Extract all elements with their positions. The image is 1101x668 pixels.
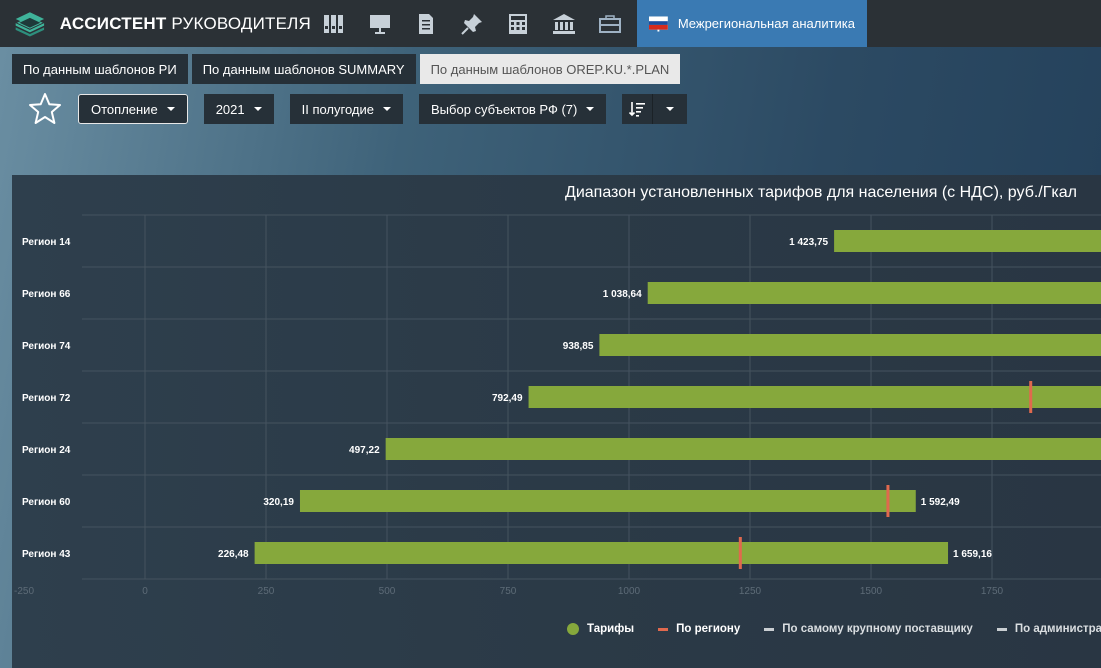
- app-logo[interactable]: АССИСТЕНТ РУКОВОДИТЕЛЯ: [0, 0, 311, 47]
- period-dropdown[interactable]: II полугодие: [289, 94, 403, 124]
- nav-binders[interactable]: [311, 0, 357, 47]
- category-label: Регион 74: [22, 341, 71, 352]
- x-tick-label: -250: [14, 586, 34, 597]
- region-marker: [738, 537, 742, 569]
- legend-dot-icon: [567, 623, 579, 635]
- x-tick-label: 750: [500, 586, 517, 597]
- period-dropdown-value: II полугодие: [301, 101, 374, 117]
- caret-down-icon: [586, 107, 595, 111]
- nav-calculator[interactable]: [495, 0, 541, 47]
- tab-summary[interactable]: По данным шаблонов SUMMARY: [191, 54, 416, 84]
- sort-button[interactable]: [622, 94, 654, 124]
- presentation-icon: [370, 14, 390, 34]
- x-tick-label: 1750: [981, 586, 1004, 597]
- max-value-label: 1 592,49: [921, 497, 960, 508]
- favorite-star-icon[interactable]: [28, 92, 62, 126]
- tab-ri[interactable]: По данным шаблонов РИ: [12, 54, 188, 84]
- min-value-label: 792,49: [492, 393, 523, 404]
- filter-bar: Отопление 2021 II полугодие Выбор субъек…: [28, 92, 688, 126]
- legend-line-icon: [658, 627, 669, 631]
- caret-down-icon: [666, 107, 675, 111]
- category-label: Регион 43: [22, 549, 71, 560]
- sort-split-button[interactable]: [622, 94, 688, 124]
- sort-descending-icon: [629, 102, 646, 117]
- tariff-range-bar: [299, 490, 916, 512]
- template-tabs: По данным шаблонов РИ По данным шаблонов…: [12, 54, 681, 84]
- tariff-range-bar: [254, 542, 949, 564]
- region-marker: [886, 485, 890, 517]
- category-label: Регион 60: [22, 497, 71, 508]
- legend-item[interactable]: Тарифы: [567, 623, 634, 635]
- active-section-label: Межрегиональная аналитика: [677, 16, 855, 31]
- pin-icon: [461, 13, 482, 35]
- caret-down-icon: [253, 107, 262, 111]
- nav-documents[interactable]: [403, 0, 449, 47]
- chart-panel: -250 0 250 500 750 1000 1250 1500 1750 Регион 14 1…: [12, 175, 1101, 668]
- subjects-dropdown[interactable]: Выбор субъектов РФ (7): [419, 94, 607, 124]
- min-value-label: 938,85: [563, 341, 594, 352]
- legend-line-icon: [996, 627, 1007, 631]
- logo-layers-icon: [15, 11, 45, 37]
- min-value-label: 1 038,64: [603, 289, 642, 300]
- nav-interregional-analytics[interactable]: Межрегиональная аналитика: [637, 0, 867, 47]
- sort-options-button[interactable]: [653, 94, 687, 124]
- category-label: Регион 66: [22, 289, 71, 300]
- x-tick-label: 1250: [739, 586, 762, 597]
- max-value-label: 1 659,16: [953, 549, 992, 560]
- nav-presentation[interactable]: [357, 0, 403, 47]
- bank-icon: [553, 13, 575, 34]
- category-label: Регион 14: [22, 237, 71, 248]
- min-value-label: 1 423,75: [789, 237, 828, 248]
- tariff-range-bar: [385, 438, 1101, 460]
- app-title: АССИСТЕНТ РУКОВОДИТЕЛЯ: [59, 13, 311, 33]
- legend-label: По региону: [676, 623, 741, 635]
- russia-flag-icon: [649, 15, 668, 32]
- resource-dropdown[interactable]: Отопление: [78, 94, 188, 124]
- chart-title: Диапазон установленных тарифов для насел…: [564, 184, 1077, 201]
- caret-down-icon: [166, 107, 175, 111]
- tariff-range-chart: -250 0 250 500 750 1000 1250 1500 1750 Регион 14 1…: [14, 214, 1101, 597]
- x-tick-label: 0: [142, 586, 148, 597]
- tariff-range-bar: [647, 282, 1101, 304]
- calculator-icon: [509, 13, 527, 34]
- document-list-icon: [419, 13, 433, 34]
- min-value-label: 497,22: [349, 445, 380, 456]
- caret-down-icon: [383, 107, 391, 111]
- nav-bank[interactable]: [541, 0, 587, 47]
- tab-orep-plan[interactable]: По данным шаблонов OREP.KU.*.PLAN: [419, 54, 681, 84]
- min-value-label: 320,19: [263, 497, 294, 508]
- tariff-range-bar: [834, 230, 1101, 252]
- x-tick-label: 1500: [860, 586, 883, 597]
- legend-label: Тарифы: [587, 623, 635, 635]
- legend-item[interactable]: По региону: [658, 623, 740, 635]
- min-value-label: 226,48: [218, 549, 249, 560]
- chart-legend: Тарифы По региону По самому крупному поста…: [567, 623, 1101, 635]
- category-label: Регион 24: [22, 445, 71, 456]
- region-marker: [1029, 381, 1033, 413]
- year-dropdown[interactable]: 2021: [203, 94, 274, 124]
- x-tick-label: 1000: [618, 586, 641, 597]
- resource-dropdown-value: Отопление: [91, 101, 158, 117]
- wallet-icon: [599, 14, 621, 33]
- top-bar: АССИСТЕНТ РУКОВОДИТЕЛЯ: [0, 0, 1101, 47]
- x-tick-label: 500: [379, 586, 396, 597]
- x-tick-label: 250: [258, 586, 275, 597]
- legend-line-icon: [764, 627, 775, 631]
- legend-label: По самому крупному поставщику: [782, 623, 973, 635]
- category-label: Регион 72: [22, 393, 71, 404]
- binders-icon: [324, 14, 343, 33]
- nav-pin[interactable]: [449, 0, 495, 47]
- legend-item[interactable]: По самому крупному поставщику: [764, 623, 973, 635]
- year-dropdown-value: 2021: [215, 101, 245, 117]
- tariff-range-bar: [528, 386, 1101, 408]
- legend-item[interactable]: По административном: [996, 623, 1101, 635]
- subjects-dropdown-value: Выбор субъектов РФ (7): [431, 101, 578, 117]
- legend-label: По административном: [1014, 623, 1101, 635]
- nav-wallet[interactable]: [587, 0, 633, 47]
- tariff-range-bar: [599, 334, 1101, 356]
